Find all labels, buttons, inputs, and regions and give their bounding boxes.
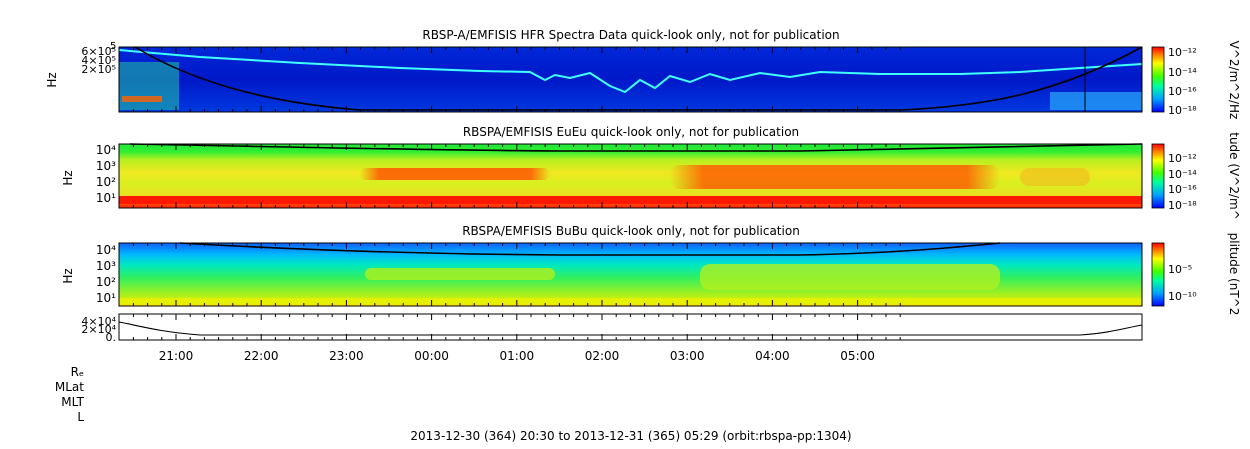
time-tick-label: 04:00: [755, 349, 790, 363]
panel-bubu-band-2: [700, 264, 1000, 290]
panel-hfr-cbar-tick-2: 10⁻¹⁶: [1168, 85, 1197, 98]
panel-hfr-burst: [122, 96, 162, 102]
orbit-label-l: L: [77, 410, 84, 424]
panel-eueu-lowfreq-band: [119, 196, 1142, 204]
panel-hfr-ytick-2: 2×10⁵: [81, 63, 116, 76]
panel-hfr-ytick-exp: 5: [110, 41, 116, 52]
panel-hfr-ytick-1: 4×10⁵: [81, 54, 116, 67]
panel-bubu: RBSPA/EMFISIS BuBu quick-look only, not …: [61, 224, 1241, 315]
panel-eueu-xticks: [132, 144, 901, 208]
orbit-labels: Rₑ MLat MLT L: [55, 365, 85, 424]
panel-line-frame: [118, 313, 1143, 341]
panel-eueu-band-1: [360, 168, 550, 180]
panel-bubu-cbar-tick-0: 10⁻⁵: [1168, 263, 1192, 276]
panel-bubu-colorbar: [1151, 242, 1165, 307]
panel-eueu-colorbar: [1151, 143, 1165, 209]
panel-eueu-title: RBSPA/EMFISIS EuEu quick-look only, not …: [463, 125, 799, 139]
panel-hfr-cbar-tick-3: 10⁻¹⁸: [1168, 104, 1197, 117]
panel-hfr: RBSP-A/EMFISIS HFR Spectra Data quick-lo…: [45, 28, 1241, 119]
panel-eueu-ylabel: Hz: [61, 170, 75, 185]
panel-bubu-title: RBSPA/EMFISIS BuBu quick-look only, not …: [462, 224, 800, 238]
panel-eueu-cbar-tick-0: 10⁻¹²: [1168, 152, 1197, 165]
panel-eueu-cbar-label: tude (V^2/m^: [1227, 132, 1241, 220]
panel-eueu-band-3: [1020, 168, 1090, 186]
panel-hfr-cbar-tick-1: 10⁻¹⁴: [1168, 66, 1197, 79]
panel-line-series: [118, 321, 1143, 336]
panel-bubu-density-curve: [179, 242, 1001, 256]
panel-hfr-colorbar: [1151, 46, 1165, 113]
panel-bubu-cbar-tick-1: 10⁻¹⁰: [1168, 290, 1197, 303]
time-tick-label: 03:00: [670, 349, 705, 363]
time-tick-label: 22:00: [244, 349, 279, 363]
panel-bubu-ytick-0: 10⁴: [96, 243, 116, 257]
panel-hfr-end-activity: [1050, 92, 1142, 110]
panel-bubu-ytick-3: 10¹: [96, 291, 116, 305]
panel-hfr-ytick-0: 6×10⁵: [81, 45, 116, 58]
panel-line-ytick-2: 0.: [106, 331, 117, 344]
panel-bubu-ylabel: Hz: [61, 268, 75, 283]
panel-hfr-xticks: [132, 47, 901, 112]
panel-bubu-ytick-2: 10²: [96, 275, 116, 289]
time-tick-label: 05:00: [840, 349, 875, 363]
time-tick-label: 21:00: [159, 349, 194, 363]
panel-line: 4×10⁴ 2×10⁴ 0.: [81, 313, 1143, 344]
orbit-label-mlat: MLat: [55, 380, 84, 394]
panel-eueu-ytick-1: 10³: [96, 159, 116, 173]
time-axis: 21:00 22:00 23:00 00:00 01:00 02:00 03:00 04:00…: [159, 349, 875, 363]
panel-bubu-ytick-1: 10³: [96, 259, 116, 273]
panel-eueu-band-2: [670, 165, 1000, 189]
panel-bubu-band-1: [365, 268, 555, 280]
panel-line-xticks: [132, 314, 901, 340]
time-tick-label: 02:00: [585, 349, 620, 363]
panel-eueu-ytick-0: 10⁴: [96, 143, 116, 157]
panel-hfr-cbar-label: V^2/m^2/Hz: [1227, 41, 1241, 120]
panel-eueu-cbar-tick-3: 10⁻¹⁸: [1168, 199, 1197, 212]
time-tick-label: 01:00: [500, 349, 535, 363]
panel-hfr-ylabel: Hz: [45, 72, 59, 87]
panel-bubu-cbar-label: plitude (nT^2: [1227, 233, 1241, 316]
panel-eueu-density-curve: [129, 143, 1143, 152]
time-tick-label: 00:00: [414, 349, 449, 363]
panel-hfr-spectrogram: [119, 47, 1142, 112]
panel-line-ytick-1: 2×10⁴: [81, 323, 116, 336]
orbit-label-mlt: MLT: [61, 395, 84, 409]
panel-bubu-band-3: [119, 298, 1142, 304]
panel-line-ytick-0: 4×10⁴: [81, 315, 116, 328]
panel-bubu-xticks: [132, 243, 901, 306]
panel-hfr-upper-hybrid-line: [118, 49, 1143, 94]
panel-eueu-ytick-3: 10¹: [96, 191, 116, 205]
panel-hfr-title: RBSP-A/EMFISIS HFR Spectra Data quick-lo…: [422, 28, 839, 42]
panel-eueu-cbar-tick-2: 10⁻¹⁶: [1168, 183, 1197, 196]
footer-timespan: 2013-12-30 (364) 20:30 to 2013-12-31 (36…: [410, 429, 851, 443]
panel-eueu-cbar-tick-1: 10⁻¹⁴: [1168, 168, 1197, 181]
orbit-label-re: Rₑ: [71, 365, 84, 379]
panel-eueu: RBSPA/EMFISIS EuEu quick-look only, not …: [61, 125, 1241, 220]
panel-hfr-lowfreq-activity: [119, 62, 179, 110]
panel-hfr-cbar-tick-0: 10⁻¹²: [1168, 46, 1197, 59]
panel-eueu-ytick-2: 10²: [96, 175, 116, 189]
time-tick-label: 23:00: [329, 349, 364, 363]
